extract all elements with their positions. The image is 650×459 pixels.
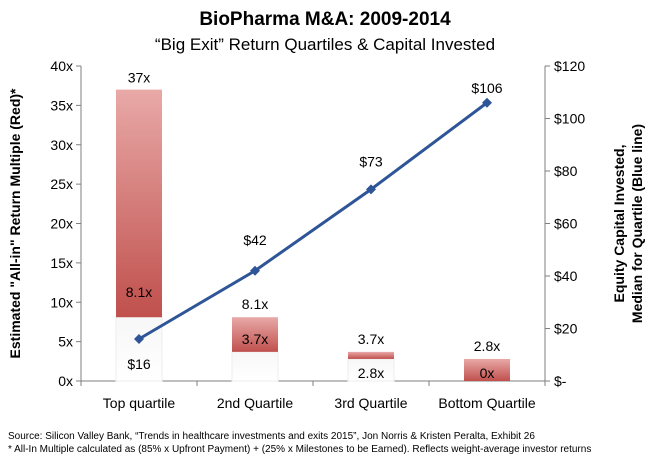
bar-upper-segment bbox=[348, 351, 394, 359]
capital-invested-line bbox=[138, 101, 488, 341]
source-footnote: Source: Silicon Valley Bank, “Trends in … bbox=[8, 431, 535, 442]
bar-upper-segment bbox=[464, 358, 510, 381]
capital-invested-marker bbox=[134, 334, 144, 344]
capital-invested-marker bbox=[366, 184, 376, 195]
bar-upper-segment bbox=[116, 89, 162, 318]
category-label: 2nd Quartile bbox=[217, 395, 293, 411]
capital-invested-label: $16 bbox=[127, 356, 151, 372]
right-tick-label: $80 bbox=[554, 163, 578, 179]
bar-bottom-label: 2.8x bbox=[358, 365, 384, 381]
left-tick-label: 25x bbox=[50, 176, 73, 192]
right-tick-label: $- bbox=[554, 373, 567, 389]
capital-invested-label: $73 bbox=[359, 153, 383, 169]
bar-lower-segment bbox=[347, 358, 395, 382]
right-axis-title-line2: Median for Quartile (Blue line) bbox=[629, 124, 645, 323]
left-tick-label: 30x bbox=[50, 137, 73, 153]
left-tick-label: 20x bbox=[50, 216, 73, 232]
bar-bottom-label: 8.1x bbox=[126, 284, 152, 300]
bar-top-label: 2.8x bbox=[474, 338, 500, 354]
left-tick-label: 0x bbox=[58, 373, 73, 389]
bar-upper-segment bbox=[232, 317, 278, 352]
bar-lower-segment bbox=[115, 316, 163, 382]
bar-bottom-label: 0x bbox=[480, 365, 495, 381]
capital-invested-marker bbox=[250, 265, 260, 276]
category-label: Bottom Quartile bbox=[438, 395, 535, 411]
left-tick-label: 15x bbox=[50, 255, 73, 271]
right-tick-label: $120 bbox=[554, 58, 585, 74]
left-tick-label: 5x bbox=[58, 334, 73, 350]
chart-title: BioPharma M&A: 2009-2014 bbox=[199, 9, 451, 30]
right-tick-label: $20 bbox=[554, 321, 578, 337]
capital-invested-marker bbox=[482, 97, 492, 108]
left-tick-label: 40x bbox=[50, 58, 73, 74]
left-tick-label: 35x bbox=[50, 97, 73, 113]
bar-top-label: 37x bbox=[128, 70, 151, 86]
chart-subtitle: “Big Exit” Return Quartiles & Capital In… bbox=[154, 35, 496, 54]
right-tick-label: $60 bbox=[554, 216, 578, 232]
left-tick-label: 10x bbox=[50, 294, 73, 310]
bar-top-label: 8.1x bbox=[242, 296, 268, 312]
right-axis-title-line1: Equity Capital Invested, bbox=[611, 145, 627, 303]
bar-lower-segment bbox=[231, 351, 279, 382]
bar-top-label: 3.7x bbox=[358, 331, 384, 347]
bar-bottom-label: 3.7x bbox=[242, 331, 268, 347]
category-label: 3rd Quartile bbox=[334, 395, 407, 411]
capital-invested-label: $106 bbox=[471, 80, 502, 96]
capital-invested-label: $42 bbox=[243, 232, 267, 248]
methodology-footnote: * All-In Multiple calculated as (85% x U… bbox=[8, 444, 592, 455]
right-tick-label: $40 bbox=[554, 268, 578, 284]
category-label: Top quartile bbox=[103, 395, 176, 411]
right-tick-label: $100 bbox=[554, 111, 585, 127]
left-axis-title: Estimated "All-in" Return Multiple (Red)… bbox=[7, 88, 23, 359]
